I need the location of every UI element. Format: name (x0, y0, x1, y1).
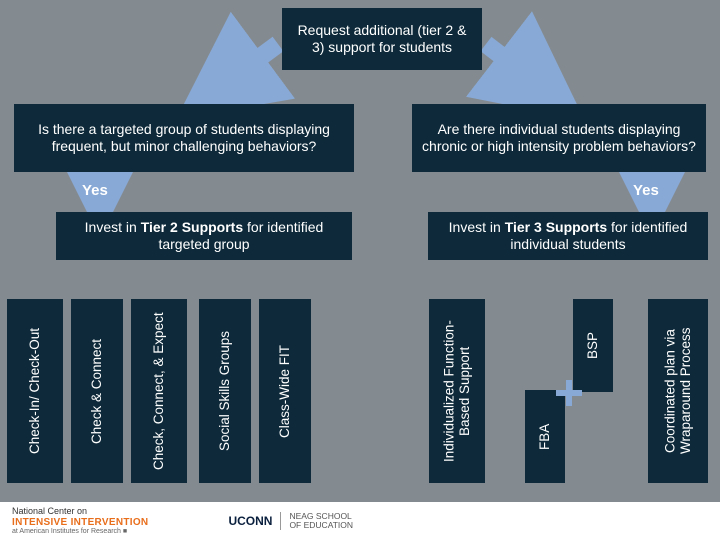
uconn-text: UCONN (228, 514, 272, 528)
support-wraparound: Coordinated plan via Wraparound Process (648, 299, 708, 483)
invest-tier2-text: Invest in Tier 2 Supports for identified… (66, 219, 342, 254)
logo-uconn: UCONN NEAG SCHOOL OF EDUCATION (228, 512, 353, 531)
question-tier2: Is there a targeted group of students di… (14, 104, 354, 172)
invest-tier3-text: Invest in Tier 3 Supports for identified… (438, 219, 698, 254)
ncii-line2: INTENSIVE INTERVENTION (12, 517, 148, 528)
top-text: Request additional (tier 2 & 3) support … (292, 22, 472, 57)
question-tier2-text: Is there a targeted group of students di… (24, 121, 344, 156)
question-tier3: Are there individual students displaying… (412, 104, 706, 172)
support-check-in-out: Check-In/ Check-Out (7, 299, 63, 483)
yes-left-label: Yes (82, 182, 108, 199)
footer-bar: National Center on INTENSIVE INTERVENTIO… (0, 502, 720, 540)
support-bsp: BSP (573, 299, 613, 392)
invest-tier3-box: Invest in Tier 3 Supports for identified… (428, 212, 708, 260)
support-ifbs: Individualized Function-Based Support (429, 299, 485, 483)
yes-right-label: Yes (633, 182, 659, 199)
support-class-wide-fit: Class-Wide FIT (259, 299, 311, 483)
question-tier3-text: Are there individual students displaying… (422, 121, 696, 156)
top-request-box: Request additional (tier 2 & 3) support … (282, 8, 482, 70)
support-check-connect: Check & Connect (71, 299, 123, 483)
invest-tier2-box: Invest in Tier 2 Supports for identified… (56, 212, 352, 260)
plus-connector (556, 380, 582, 406)
support-social-skills: Social Skills Groups (199, 299, 251, 483)
ncii-line1: National Center on (12, 507, 148, 517)
neag-text: NEAG SCHOOL OF EDUCATION (280, 512, 353, 531)
ncii-sub: at American Institutes for Research ■ (12, 528, 148, 536)
support-check-connect-expect: Check, Connect, & Expect (131, 299, 187, 483)
logo-ncii: National Center on INTENSIVE INTERVENTIO… (12, 507, 148, 536)
